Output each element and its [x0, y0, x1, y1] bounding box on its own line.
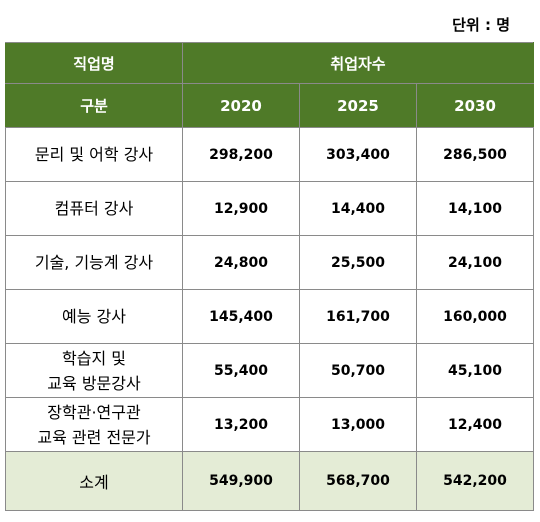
cell-2025: 161,700: [299, 289, 417, 344]
header-category: 구분: [5, 83, 183, 128]
table-row: 컴퓨터 강사 12,900 14,400 14,100: [5, 181, 535, 236]
header-year-2020: 2020: [182, 83, 300, 128]
cell-2025: 25,500: [299, 235, 417, 290]
cell-2020: 13,200: [182, 397, 300, 452]
row-label-line: 문리 및 어학 강사: [34, 145, 154, 164]
row-label: 예능 강사: [5, 289, 183, 344]
header-year-2025: 2025: [299, 83, 417, 128]
table-row: 장학관·연구관 교육 관련 전문가 13,200 13,000 12,400: [5, 397, 535, 452]
cell-2025: 14,400: [299, 181, 417, 236]
header-year-2030: 2030: [415, 83, 535, 128]
row-label-line: 장학관·연구관: [47, 402, 141, 422]
cell-2020: 24,800: [182, 235, 300, 290]
total-label: 소계: [5, 451, 183, 511]
cell-2020: 12,900: [182, 181, 300, 236]
header-row-top: 직업명 취업자수: [5, 42, 535, 84]
table-row: 예능 강사 145,400 161,700 160,000: [5, 289, 535, 344]
cell-2030: 160,000: [415, 289, 535, 344]
row-label-line: 컴퓨터 강사: [54, 199, 134, 218]
row-label: 장학관·연구관 교육 관련 전문가: [5, 397, 183, 452]
header-row-sub: 구분 2020 2025 2030: [5, 83, 535, 128]
row-label-line: 교육 방문강사: [47, 373, 141, 393]
employment-table: 직업명 취업자수 구분 2020 2025 2030 문리 및 어학 강사 29…: [5, 42, 535, 511]
row-label: 학습지 및 교육 방문강사: [5, 343, 183, 398]
row-label-line: 기술, 기능계 강사: [34, 253, 154, 272]
row-label-line: 예능 강사: [62, 307, 126, 326]
row-label: 문리 및 어학 강사: [5, 127, 183, 182]
table-row: 기술, 기능계 강사 24,800 25,500 24,100: [5, 235, 535, 290]
cell-2030: 24,100: [415, 235, 535, 290]
cell-2020: 145,400: [182, 289, 300, 344]
total-row: 소계 549,900 568,700 542,200: [5, 451, 535, 511]
unit-label: 단위 : 명: [452, 16, 510, 34]
cell-2025: 303,400: [299, 127, 417, 182]
cell-2025: 13,000: [299, 397, 417, 452]
cell-2030: 14,100: [415, 181, 535, 236]
cell-2030: 286,500: [415, 127, 535, 182]
header-occupation: 직업명: [5, 42, 183, 84]
table-row: 문리 및 어학 강사 298,200 303,400 286,500: [5, 127, 535, 182]
total-2030: 542,200: [415, 451, 535, 511]
row-label: 컴퓨터 강사: [5, 181, 183, 236]
cell-2030: 12,400: [415, 397, 535, 452]
total-2020: 549,900: [182, 451, 300, 511]
cell-2020: 55,400: [182, 343, 300, 398]
total-2025: 568,700: [299, 451, 417, 511]
cell-2020: 298,200: [182, 127, 300, 182]
header-employment: 취업자수: [181, 42, 535, 84]
table-row: 학습지 및 교육 방문강사 55,400 50,700 45,100: [5, 343, 535, 398]
row-label: 기술, 기능계 강사: [5, 235, 183, 290]
row-label-line: 학습지 및: [62, 348, 126, 368]
row-label-line: 교육 관련 전문가: [37, 427, 151, 447]
cell-2030: 45,100: [415, 343, 535, 398]
cell-2025: 50,700: [299, 343, 417, 398]
